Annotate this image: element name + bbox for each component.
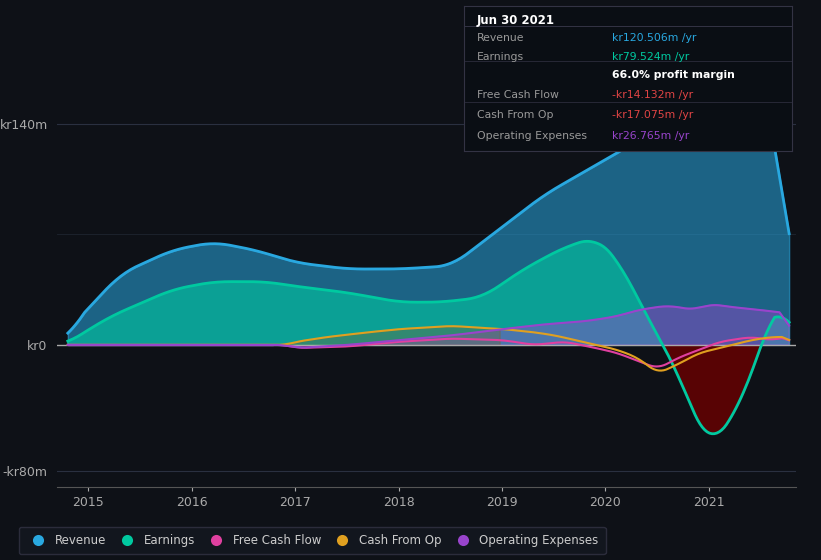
Text: Free Cash Flow: Free Cash Flow — [477, 90, 559, 100]
Text: -kr17.075m /yr: -kr17.075m /yr — [612, 110, 693, 120]
Text: kr120.506m /yr: kr120.506m /yr — [612, 33, 696, 43]
Legend: Revenue, Earnings, Free Cash Flow, Cash From Op, Operating Expenses: Revenue, Earnings, Free Cash Flow, Cash … — [19, 527, 606, 554]
Text: kr26.765m /yr: kr26.765m /yr — [612, 131, 689, 141]
Text: Earnings: Earnings — [477, 52, 524, 62]
Text: Operating Expenses: Operating Expenses — [477, 131, 587, 141]
Text: 66.0% profit margin: 66.0% profit margin — [612, 69, 735, 80]
Text: Jun 30 2021: Jun 30 2021 — [477, 15, 555, 27]
Text: -kr14.132m /yr: -kr14.132m /yr — [612, 90, 693, 100]
Text: kr79.524m /yr: kr79.524m /yr — [612, 52, 689, 62]
Text: Revenue: Revenue — [477, 33, 525, 43]
Text: Cash From Op: Cash From Op — [477, 110, 553, 120]
